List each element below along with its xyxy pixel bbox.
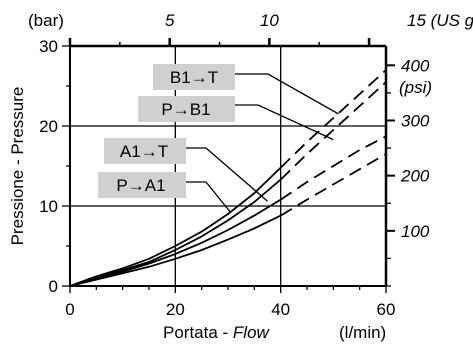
top-tick-label: 10	[260, 11, 279, 30]
series-leader-line	[235, 104, 334, 141]
right-tick-label: 300	[401, 111, 430, 130]
series-line-dashed	[280, 153, 387, 217]
series-line-solid	[69, 214, 282, 287]
right-tick-label: 400	[401, 56, 430, 75]
series-line-solid	[69, 166, 282, 287]
right-tick-label: 200	[400, 167, 430, 186]
series-layer	[69, 69, 387, 287]
right-axis-unit-suffix: )	[424, 78, 432, 97]
x-unit-label: (l/min)	[339, 323, 386, 342]
top-tick-label: 5	[165, 11, 175, 30]
y-tick-label: 30	[39, 37, 58, 56]
series-line-dashed	[280, 135, 387, 201]
right-tick-label: 100	[401, 222, 430, 241]
series-label: A1→T	[120, 142, 168, 161]
series-label-box	[104, 138, 186, 164]
top-axis-unit-text: (US gpm)	[431, 11, 473, 30]
series-label: P→A1	[116, 176, 165, 195]
y-unit-label: (bar)	[28, 11, 64, 30]
x-axis-title-italic: Flow	[233, 323, 271, 342]
series-label-box	[98, 172, 186, 198]
right-axis-unit-prefix: (	[399, 78, 407, 97]
ticks-layer: 0 20 40 60 0 10 20 30 5 10 400 300 200 100	[39, 11, 430, 319]
y-tick-label: 20	[39, 117, 58, 136]
top-axis-unit-label: 15 (US gpm)	[407, 11, 473, 30]
top-axis-unit-number: 15	[407, 11, 426, 30]
y-tick-label: 0	[49, 277, 58, 296]
labels-layer: B1→T P→B1 A1→T P→A1	[98, 64, 339, 213]
y-axis-title: Pressione - Pressure	[8, 87, 27, 246]
x-tick-label: 20	[166, 300, 185, 319]
x-tick-label: 40	[271, 300, 290, 319]
series-leader-line	[235, 73, 339, 115]
x-tick-label: 0	[65, 300, 74, 319]
series-label-box	[138, 96, 235, 122]
series-leader-line	[186, 147, 268, 202]
series-line-dashed	[280, 69, 387, 169]
right-axis-unit-label: (psi)	[399, 78, 432, 97]
series-line-solid	[69, 198, 282, 287]
series-label: P→B1	[161, 100, 210, 119]
series-label: B1→T	[170, 68, 218, 87]
x-tick-label: 60	[377, 300, 396, 319]
y-tick-label: 10	[39, 197, 58, 216]
series-line-solid	[69, 178, 282, 287]
series-leader-line	[186, 181, 232, 213]
x-axis-title-main: Portata -	[163, 323, 233, 342]
series-label-box	[153, 64, 235, 90]
x-axis-title: Portata - Flow	[163, 323, 271, 342]
right-axis-unit-italic: psi	[404, 78, 428, 97]
series-line-dashed	[280, 81, 387, 181]
